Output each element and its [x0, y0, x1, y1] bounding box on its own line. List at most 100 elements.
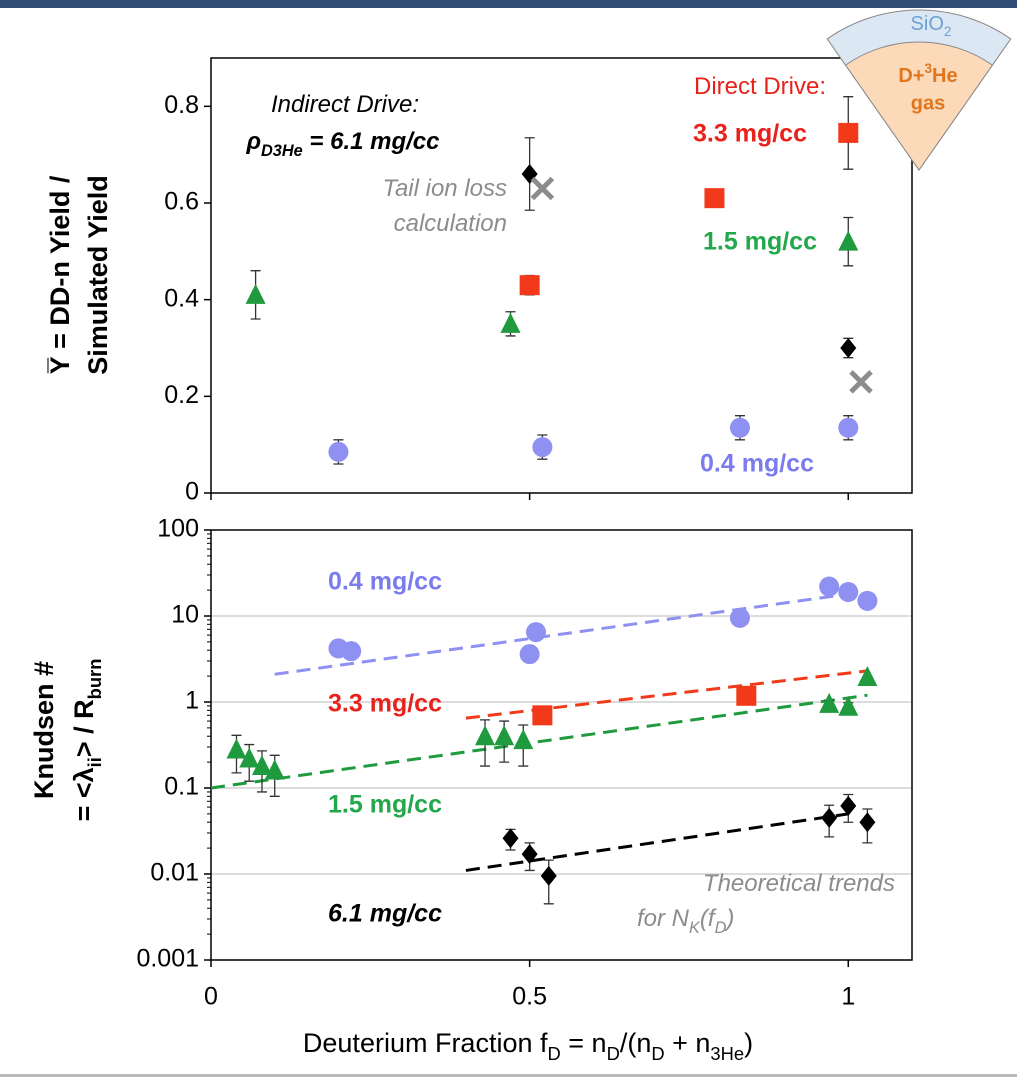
y-tick-label: 0.01 [150, 859, 199, 887]
x-axis-label-part: = n [561, 1028, 607, 1058]
point [704, 188, 725, 209]
y-tick-label: 0.2 [164, 381, 199, 409]
point [849, 370, 873, 394]
y-axis-label-part: burn [84, 659, 105, 700]
point [838, 230, 859, 251]
y-axis-label-part: ii [84, 757, 105, 767]
y-tick-label: 0.001 [136, 945, 199, 973]
inset-label-part: He [932, 65, 958, 87]
footer-line [0, 1074, 1017, 1077]
point [500, 312, 521, 333]
y-tick-label: 10 [171, 601, 199, 629]
x-tick-label: 0 [204, 983, 218, 1011]
point [245, 283, 266, 304]
annotation: Tail ion loss [382, 175, 507, 202]
point [838, 417, 859, 438]
point [341, 641, 362, 662]
point [857, 590, 878, 611]
point [859, 812, 876, 833]
point [819, 692, 840, 713]
point [502, 828, 519, 849]
annotation-part: for N [637, 905, 690, 932]
inset-label: SiO2 [911, 13, 952, 39]
inset-label: D+3He [898, 61, 957, 87]
annotation: for NK(fD) [637, 905, 734, 937]
annotation-part: ) [723, 905, 734, 932]
y-axis-label: = <λii> / Rburn [69, 659, 105, 822]
annotation-part: Direct Drive: [694, 73, 826, 100]
y-tick-label: 0.1 [164, 773, 199, 801]
point [821, 807, 838, 828]
y-axis-label-part: = <λ [69, 767, 99, 821]
annotation: Indirect Drive: [271, 91, 419, 118]
y-axis-label-part: > / R [69, 699, 99, 757]
annotation-part: Theoretical trends [703, 870, 895, 897]
inset-label: gas [911, 92, 945, 114]
plot-frame [210, 529, 913, 961]
point [239, 747, 260, 768]
annotation-part: calculation [394, 210, 507, 237]
y-axis-label-part: Knudsen # [29, 661, 59, 799]
point [530, 176, 555, 201]
y-tick-label: 0.4 [164, 284, 199, 312]
x-axis-label-part: D [607, 1043, 620, 1064]
annotation: ρD3He = 6.1 mg/cc [246, 128, 440, 160]
x-tick-label: 0.5 [512, 983, 547, 1011]
annotation-part: ρ [246, 128, 262, 155]
point [838, 582, 859, 603]
series-label: 1.5 mg/cc [328, 791, 442, 819]
point [251, 755, 272, 776]
header-bar [0, 0, 1017, 8]
series-label: 0.4 mg/cc [328, 568, 442, 596]
point [494, 725, 515, 746]
x-axis-label-part: /(n [620, 1028, 652, 1058]
inset-label-part: 3 [924, 61, 932, 76]
x-axis-label-part: Deuterium Fraction f [303, 1028, 548, 1058]
point [475, 725, 496, 746]
point [838, 122, 859, 143]
x-axis-label-part: + n [665, 1028, 711, 1058]
y-tick-label: 0.6 [164, 188, 199, 216]
trend-line [274, 592, 849, 676]
annotation-part: Indirect Drive: [271, 91, 419, 118]
annotation-part: Tail ion loss [382, 175, 507, 202]
series-label: 1.5 mg/cc [703, 228, 817, 256]
x-axis-label-part: 3He [710, 1043, 744, 1064]
plot-frame [210, 57, 913, 494]
inset-label-part: D+ [898, 65, 924, 87]
point [328, 441, 349, 462]
point [736, 685, 757, 706]
x-axis-label-part: D [548, 1043, 561, 1064]
point [526, 622, 547, 643]
y-axis-label: Y̅ = DD-n Yield / [45, 175, 75, 374]
point [521, 844, 538, 865]
point [519, 275, 540, 296]
series-label: 6.1 mg/cc [328, 900, 442, 928]
y-axis-label: Knudsen # [29, 661, 59, 799]
trend-line [465, 812, 849, 872]
annotation-part: K [689, 919, 701, 937]
point [540, 865, 557, 886]
point [532, 437, 553, 458]
x-axis-label: Deuterium Fraction fD = nD/(nD + n3He) [303, 1028, 753, 1064]
point [729, 607, 750, 628]
point [729, 417, 750, 438]
trend-line [465, 669, 868, 720]
y-tick-label: 100 [157, 515, 199, 543]
gas-region [844, 41, 994, 171]
y-axis-label: Simulated Yield [83, 175, 113, 375]
point [840, 338, 857, 358]
x-axis-label-part: D [651, 1043, 664, 1064]
point [819, 576, 840, 597]
annotation: Theoretical trends [703, 870, 895, 897]
inset-label-part: SiO [911, 13, 944, 35]
annotation: calculation [394, 210, 507, 237]
inset-label-part: 2 [944, 24, 952, 39]
x-tick-label: 1 [841, 983, 855, 1011]
point [857, 666, 878, 687]
y-tick-label: 0 [185, 478, 199, 506]
point [532, 705, 553, 726]
point [840, 795, 857, 816]
point [264, 759, 285, 780]
